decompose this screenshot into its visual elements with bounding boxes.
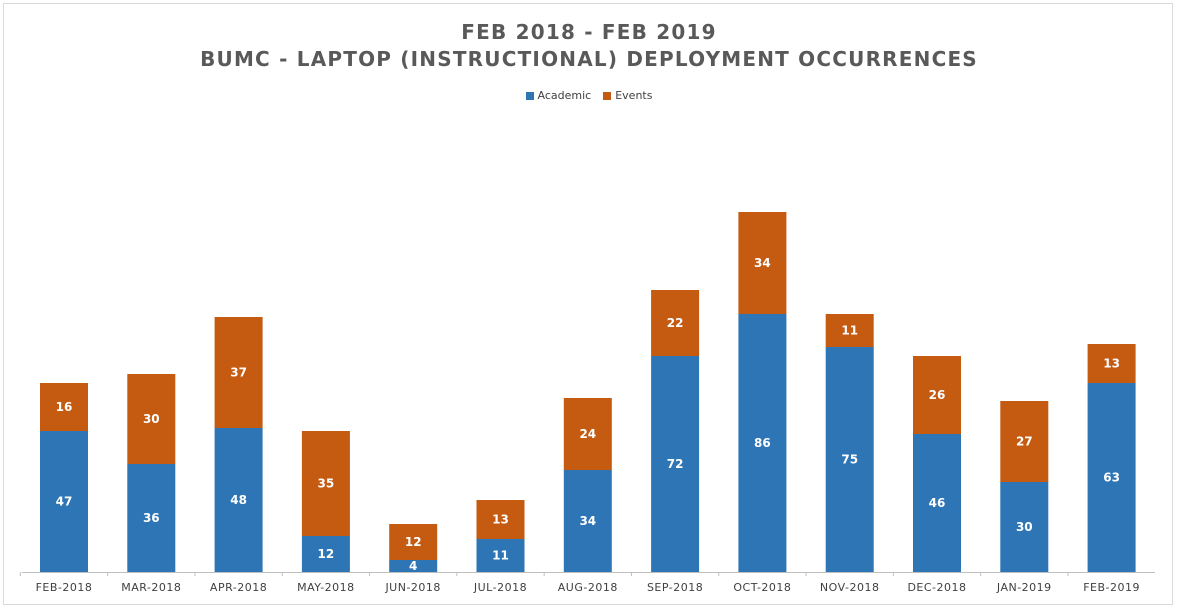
data-label-academic-jul-2018: 11: [492, 549, 509, 563]
data-label-events-aug-2018: 24: [579, 427, 596, 441]
legend-item-events[interactable]: Events: [603, 89, 652, 102]
x-tick-label-jun-2018: JUN-2018: [384, 581, 441, 594]
x-tick-label-sep-2018: SEP-2018: [647, 581, 703, 594]
bar-academic-dec-2018[interactable]: [913, 434, 961, 572]
data-label-academic-jan-2019: 30: [1016, 520, 1033, 534]
data-label-academic-jun-2018: 4: [409, 559, 417, 573]
bar-academic-oct-2018[interactable]: [738, 314, 787, 572]
bar-academic-jan-2019[interactable]: [1000, 482, 1049, 572]
data-label-events-jul-2018: 13: [492, 513, 509, 527]
data-label-academic-may-2018: 12: [318, 547, 335, 561]
bar-events-jul-2018[interactable]: [476, 500, 525, 539]
bar-academic-nov-2018[interactable]: [825, 347, 874, 572]
data-label-academic-feb-2019: 63: [1103, 471, 1120, 485]
bar-events-jan-2019[interactable]: [1000, 401, 1049, 482]
bar-academic-mar-2018[interactable]: [127, 464, 176, 572]
legend-swatch-academic: [525, 91, 534, 100]
data-label-events-jan-2019: 27: [1016, 435, 1033, 449]
legend-label-events: Events: [615, 89, 653, 102]
bar-events-feb-2019[interactable]: [1087, 344, 1136, 383]
bar-events-jun-2018[interactable]: [389, 524, 438, 560]
legend-label-academic: Academic: [537, 89, 592, 102]
data-label-academic-oct-2018: 86: [754, 436, 771, 450]
data-label-events-may-2018: 35: [318, 477, 335, 491]
x-tick-label-apr-2018: APR-2018: [210, 581, 267, 594]
data-label-academic-apr-2018: 48: [230, 493, 247, 507]
bar-academic-jul-2018[interactable]: [476, 539, 525, 572]
bar-events-oct-2018[interactable]: [738, 212, 787, 314]
data-label-events-dec-2018: 26: [929, 388, 946, 402]
x-tick-label-jul-2018: JUL-2018: [473, 581, 527, 594]
bar-events-aug-2018[interactable]: [563, 398, 612, 470]
bar-academic-feb-2019[interactable]: [1087, 383, 1136, 572]
data-label-academic-aug-2018: 34: [579, 514, 596, 528]
chart-subtitle: BUMC - LAPTOP (INSTRUCTIONAL) DEPLOYMENT…: [200, 47, 978, 71]
bar-events-sep-2018[interactable]: [651, 290, 700, 356]
data-label-academic-feb-2018: 47: [56, 495, 73, 509]
data-label-events-feb-2019: 13: [1103, 357, 1120, 371]
data-label-events-oct-2018: 34: [754, 256, 771, 270]
x-tick-label-oct-2018: OCT-2018: [733, 581, 791, 594]
legend-item-academic[interactable]: Academic: [525, 89, 592, 102]
data-label-academic-nov-2018: 75: [841, 453, 858, 467]
bar-academic-apr-2018[interactable]: [214, 428, 263, 572]
data-label-events-mar-2018: 30: [143, 412, 160, 426]
bar-academic-may-2018[interactable]: [301, 536, 350, 572]
data-label-academic-dec-2018: 46: [929, 496, 946, 510]
data-label-events-jun-2018: 12: [405, 535, 422, 549]
chart-title: FEB 2018 - FEB 2019: [461, 20, 717, 44]
data-label-academic-sep-2018: 72: [667, 457, 684, 471]
x-tick-label-mar-2018: MAR-2018: [121, 581, 181, 594]
bar-events-feb-2018[interactable]: [40, 383, 88, 431]
data-label-academic-mar-2018: 36: [143, 511, 160, 525]
x-tick-label-dec-2018: DEC-2018: [907, 581, 966, 594]
data-label-events-sep-2018: 22: [667, 316, 684, 330]
bar-academic-aug-2018[interactable]: [563, 470, 612, 572]
bar-events-apr-2018[interactable]: [214, 317, 263, 428]
legend-swatch-events: [603, 91, 612, 100]
data-label-events-nov-2018: 11: [841, 324, 858, 338]
x-tick-label-may-2018: MAY-2018: [297, 581, 355, 594]
bar-events-nov-2018[interactable]: [825, 314, 874, 347]
x-tick-label-aug-2018: AUG-2018: [558, 581, 618, 594]
legend: Academic Events: [0, 89, 1178, 102]
data-label-events-feb-2018: 16: [56, 400, 73, 414]
bar-academic-sep-2018[interactable]: [651, 356, 700, 572]
bar-events-dec-2018[interactable]: [913, 356, 961, 434]
x-tick-label-nov-2018: NOV-2018: [820, 581, 880, 594]
data-label-events-apr-2018: 37: [230, 366, 247, 380]
x-tick-label-feb-2019: FEB-2019: [1083, 581, 1140, 594]
bar-events-mar-2018[interactable]: [127, 374, 176, 464]
bar-academic-feb-2018[interactable]: [40, 431, 88, 572]
x-tick-label-feb-2018: FEB-2018: [36, 581, 93, 594]
bar-events-may-2018[interactable]: [301, 431, 350, 536]
bar-academic-jun-2018[interactable]: [389, 560, 438, 572]
x-tick-label-jan-2019: JAN-2019: [996, 581, 1052, 594]
